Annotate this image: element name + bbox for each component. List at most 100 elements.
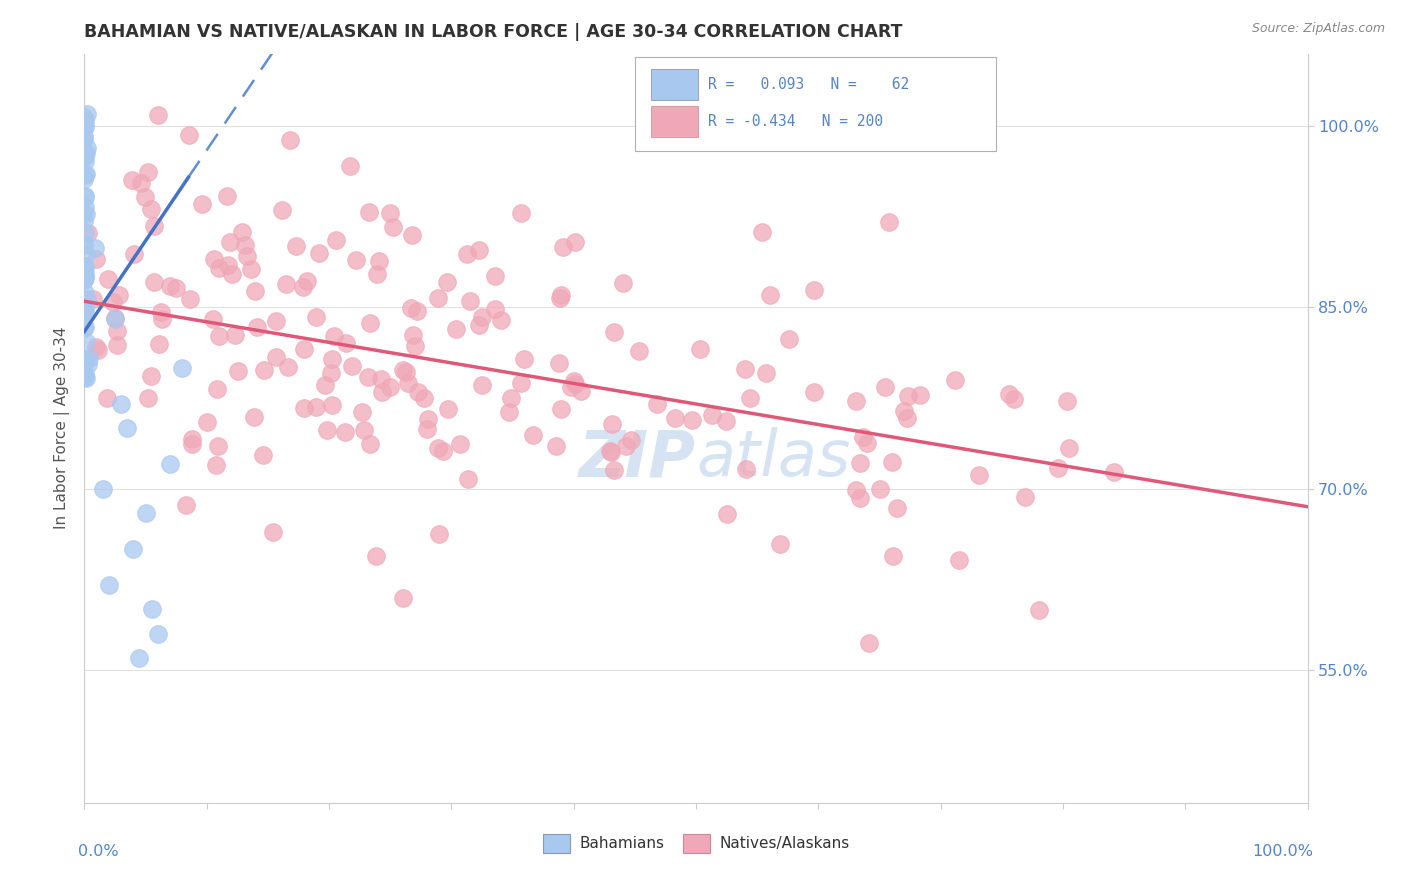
Point	[75, 285, 97, 300]
Point	[893, 404, 915, 418]
Point	[79, 351, 101, 366]
Point	[548, 291, 571, 305]
Point	[103, 295, 125, 310]
Point	[392, 363, 415, 377]
Point	[716, 507, 738, 521]
Point	[134, 190, 156, 204]
Point	[177, 128, 200, 143]
Legend: Bahamians, Natives/Alaskans: Bahamians, Natives/Alaskans	[537, 828, 855, 859]
Text: atlas: atlas	[696, 427, 851, 489]
Point	[619, 433, 641, 447]
Point	[371, 384, 394, 399]
Point	[73, 270, 96, 285]
Point	[284, 239, 307, 253]
Point	[509, 376, 531, 390]
Point	[76, 292, 98, 306]
Point	[97, 272, 120, 286]
Point	[73, 214, 96, 228]
Point	[73, 237, 96, 252]
Point	[882, 549, 904, 563]
Point	[513, 351, 536, 366]
Point	[172, 360, 194, 375]
Point	[73, 206, 96, 220]
Point	[364, 549, 387, 564]
Point	[359, 205, 381, 219]
Point	[335, 425, 357, 439]
Point	[1056, 393, 1078, 408]
Point	[143, 275, 166, 289]
Point	[115, 421, 138, 435]
Point	[456, 247, 478, 261]
Point	[599, 444, 621, 458]
Point	[471, 310, 494, 324]
Point	[159, 458, 181, 472]
Point	[73, 238, 96, 252]
Point	[484, 302, 506, 317]
Point	[73, 352, 96, 367]
FancyBboxPatch shape	[651, 106, 699, 137]
Text: R =   0.093   N =    62: R = 0.093 N = 62	[709, 77, 910, 92]
Point	[73, 320, 96, 334]
Point	[316, 423, 339, 437]
Point	[104, 311, 127, 326]
Text: R = -0.434   N = 200: R = -0.434 N = 200	[709, 114, 883, 129]
Point	[323, 329, 346, 343]
Point	[967, 468, 990, 483]
Point	[274, 277, 297, 291]
Point	[246, 320, 269, 334]
Point	[458, 294, 481, 309]
Point	[75, 207, 97, 221]
Point	[207, 439, 229, 453]
Point	[159, 278, 181, 293]
Text: BAHAMIAN VS NATIVE/ALASKAN IN LABOR FORCE | AGE 30-34 CORRELATION CHART: BAHAMIAN VS NATIVE/ALASKAN IN LABOR FORC…	[84, 23, 903, 41]
Point	[614, 439, 637, 453]
Point	[416, 412, 439, 426]
Point	[314, 378, 336, 392]
Point	[879, 215, 901, 229]
Point	[75, 120, 97, 134]
Point	[886, 500, 908, 515]
Point	[778, 332, 800, 346]
Point	[335, 336, 357, 351]
Point	[278, 133, 301, 147]
Point	[253, 363, 276, 377]
Point	[142, 219, 165, 234]
Point	[401, 228, 423, 243]
Point	[1057, 442, 1080, 456]
Point	[239, 262, 262, 277]
Point	[205, 458, 228, 473]
Point	[845, 483, 868, 497]
Point	[131, 176, 153, 190]
Point	[73, 268, 96, 282]
Point	[426, 291, 449, 305]
Point	[292, 280, 315, 294]
Point	[569, 384, 592, 398]
Point	[73, 367, 96, 381]
Point	[412, 391, 434, 405]
Point	[471, 378, 494, 392]
Point	[73, 110, 96, 124]
Point	[305, 310, 328, 324]
Point	[391, 591, 413, 606]
Point	[84, 340, 107, 354]
Point	[367, 254, 389, 268]
Point	[96, 392, 118, 406]
Point	[77, 357, 100, 371]
Point	[340, 359, 363, 374]
Point	[404, 339, 426, 353]
Point	[252, 448, 274, 462]
Point	[444, 322, 467, 336]
Point	[87, 343, 110, 358]
Point	[73, 356, 96, 370]
Point	[75, 153, 97, 168]
Point	[217, 258, 239, 272]
Point	[107, 338, 129, 352]
Point	[359, 436, 381, 450]
Point	[612, 276, 634, 290]
Point	[221, 267, 243, 281]
Point	[75, 334, 97, 349]
Point	[359, 316, 381, 330]
Point	[91, 482, 114, 496]
Point	[135, 506, 157, 520]
Point	[181, 437, 204, 451]
